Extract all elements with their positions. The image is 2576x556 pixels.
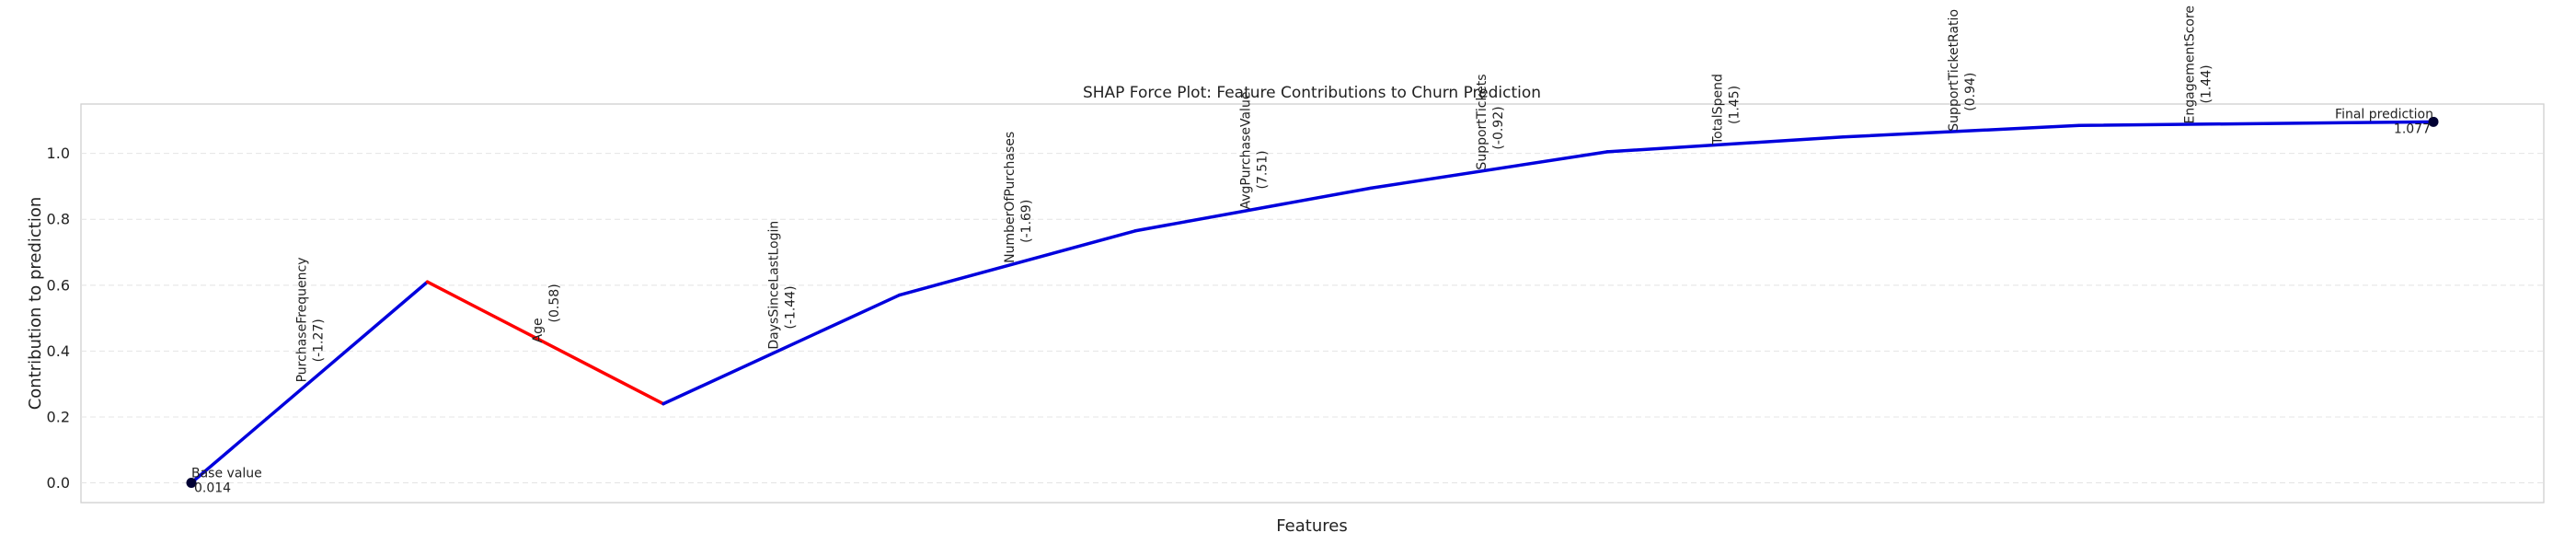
feature-value: (0.94)	[1963, 73, 1978, 111]
chart-title: SHAP Force Plot: Feature Contributions t…	[1083, 84, 1541, 102]
final-prediction-number: 1.077	[2394, 122, 2431, 136]
feature-name: NumberOfPurchases	[1003, 132, 1018, 263]
feature-name: Age	[531, 318, 546, 342]
feature-value: (0.58)	[547, 284, 562, 322]
y-axis-label: Contribution to prediction	[26, 197, 45, 411]
final-prediction-marker	[2428, 116, 2439, 127]
feature-label: Age(0.58)	[531, 284, 562, 342]
feature-value: (-1.69)	[1019, 200, 1034, 243]
feature-label: AvgPurchaseValue (7.51)	[1238, 92, 1270, 210]
feature-label: TotalSpend (1.45)	[1710, 74, 1742, 145]
feature-name: SupportTicketRatio	[1947, 9, 1961, 132]
feature-name: DaysSinceLastLogin	[766, 221, 781, 350]
feature-name: EngagementScore	[2182, 6, 2197, 124]
feature-value: (-1.27)	[311, 319, 326, 362]
series-segment	[190, 280, 430, 485]
grid-layer	[81, 153, 2544, 484]
series-segment	[1133, 186, 1374, 233]
y-tick-label: 0.8	[47, 211, 70, 228]
y-tick-label: 0.0	[47, 474, 70, 492]
y-tick-labels: 0.0 0.2 0.4 0.6 0.8 1.0	[47, 145, 70, 492]
feature-name: PurchaseFrequency	[294, 257, 309, 382]
feature-value: (1.45)	[1727, 86, 1742, 124]
series-line	[190, 120, 2435, 485]
feature-value: (1.44)	[2199, 64, 2214, 103]
feature-label: DaysSinceLastLogin (-1.44)	[766, 221, 798, 350]
feature-value: (7.51)	[1255, 150, 1270, 189]
feature-value: (-1.44)	[783, 285, 798, 329]
feature-name: AvgPurchaseValue	[1238, 92, 1253, 210]
feature-labels: PurchaseFrequency (-1.27) Age(0.58) DaysSin…	[294, 6, 2214, 382]
series-segment	[1841, 123, 2081, 139]
y-tick-label: 0.2	[47, 408, 70, 425]
feature-label: EngagementScore (1.44)	[2182, 6, 2214, 124]
feature-name: TotalSpend	[1710, 74, 1725, 145]
series-segment	[1605, 135, 1846, 154]
feature-label: SupportTickets (-0.92)	[1475, 75, 1506, 170]
base-value-number: 0.014	[194, 481, 231, 496]
feature-name: SupportTickets	[1475, 75, 1489, 170]
series-segment	[2077, 120, 2435, 128]
base-value-marker	[186, 478, 197, 489]
plot-frame	[80, 103, 2545, 504]
base-value-label: Base value	[191, 467, 262, 481]
series-segment	[425, 280, 665, 406]
feature-label: NumberOfPurchases (-1.69)	[1003, 132, 1034, 263]
feature-label: PurchaseFrequency (-1.27)	[294, 257, 326, 382]
y-tick-label: 1.0	[47, 145, 70, 162]
y-tick-label: 0.6	[47, 276, 70, 294]
series-segment	[661, 293, 902, 406]
series-segment	[1369, 150, 1609, 191]
feature-value: (-0.92)	[1491, 106, 1506, 149]
y-tick-label: 0.4	[47, 342, 70, 360]
final-prediction-label: Final prediction	[2335, 107, 2433, 122]
series-segment	[897, 229, 1137, 297]
feature-label: SupportTicketRatio (0.94)	[1947, 9, 1978, 132]
x-axis-label: Features	[1276, 516, 1347, 536]
